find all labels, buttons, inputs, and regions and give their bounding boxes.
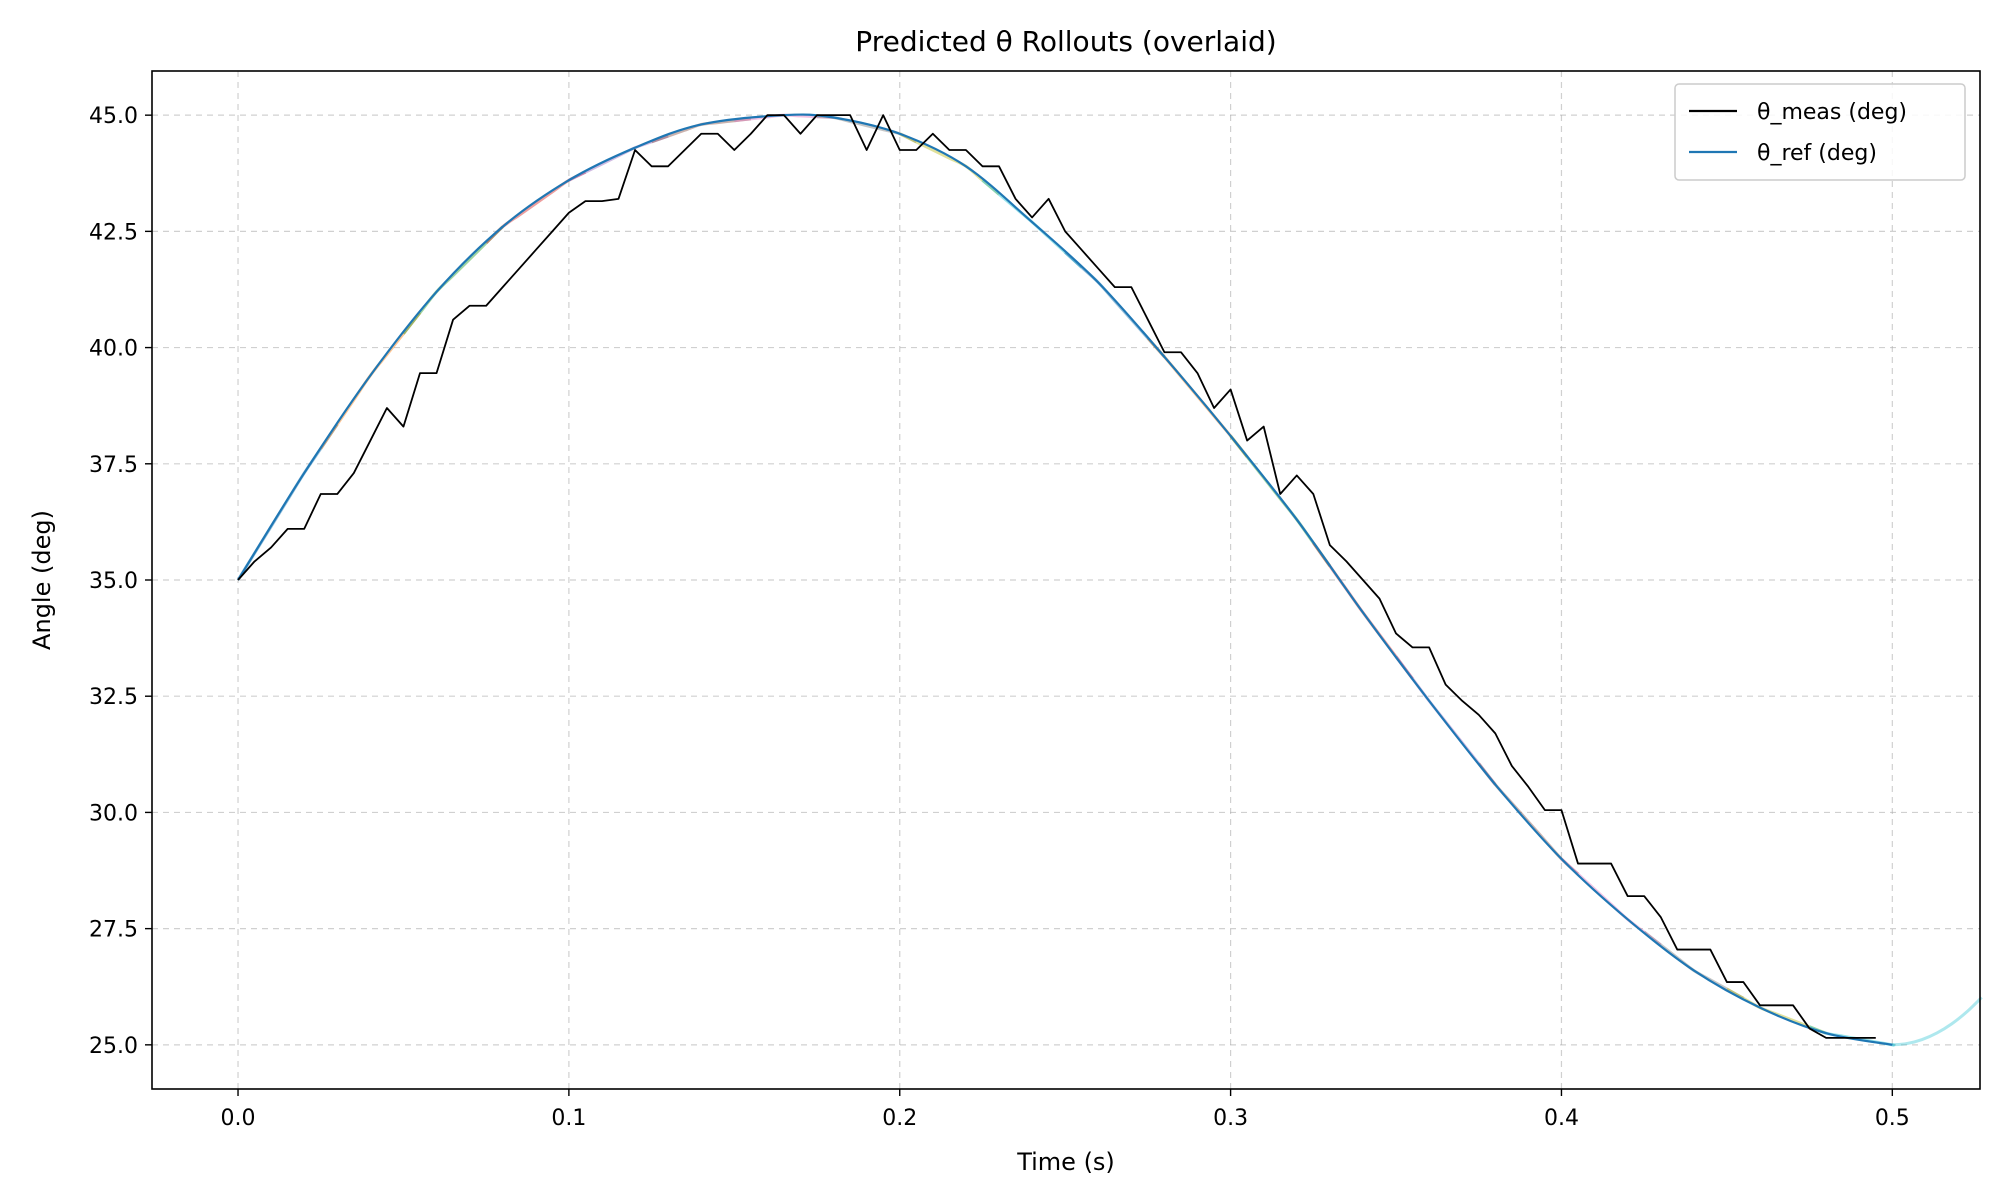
ref-series-line [237,113,1893,1046]
legend-label-meas: θ_meas (deg) [1757,100,1907,125]
x-tick-label: 0.2 [882,1106,917,1131]
measured-series [237,114,1876,1039]
x-tick-label: 0.3 [1213,1106,1248,1131]
x-tick-label: 0.0 [221,1106,256,1131]
y-axis-ticks: 25.0 27.5 30.0 32.5 35.0 37.5 40.0 42.5 45.0 [89,104,152,1059]
y-tick-label: 27.5 [89,918,138,943]
x-axis-ticks: 0.0 0.1 0.2 0.3 0.4 0.5 [221,1089,1910,1131]
x-axis-label: Time (s) [1016,1148,1115,1176]
y-tick-label: 45.0 [89,104,138,129]
y-tick-label: 32.5 [89,685,138,710]
legend-label-ref: θ_ref (deg) [1757,141,1877,166]
legend-box [1674,83,1966,181]
meas-series-line [237,114,1876,1039]
y-tick-label: 25.0 [89,1034,138,1059]
x-tick-label: 0.1 [551,1106,586,1131]
rollout-curve [1892,996,1983,1047]
y-tick-label: 42.5 [89,220,138,245]
y-axis-label: Angle (deg) [28,510,56,650]
legend: θ_meas (deg) θ_ref (deg) [1674,83,1966,181]
x-tick-label: 0.4 [1544,1106,1579,1131]
y-tick-label: 35.0 [89,569,138,594]
x-tick-label: 0.5 [1875,1106,1910,1131]
reference-curve [237,113,1893,1046]
rollout-curve [899,132,1000,196]
y-tick-label: 40.0 [89,337,138,362]
y-tick-label: 30.0 [89,801,138,826]
chart-title: Predicted θ Rollouts (overlaid) [855,25,1276,58]
y-tick-label: 37.5 [89,453,138,478]
